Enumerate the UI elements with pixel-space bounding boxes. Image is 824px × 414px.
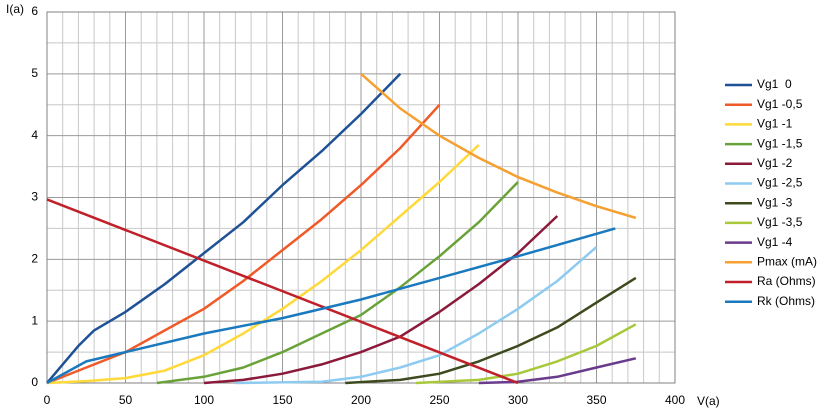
y-tick-label: 5 — [31, 66, 38, 80]
data-line — [345, 276, 637, 385]
x-tick-label: 300 — [508, 393, 528, 407]
data-line — [46, 227, 616, 385]
data-line — [156, 181, 519, 385]
y-tick-label: 2 — [31, 252, 38, 266]
legend-label: Vg1 -0,5 — [757, 97, 803, 111]
legend-label: Vg1 -1 — [757, 117, 793, 131]
legend-label: Pmax (mA) — [757, 254, 817, 268]
x-tick-label: 50 — [119, 393, 133, 407]
data-line — [46, 103, 441, 385]
x-tick-label: 350 — [586, 393, 606, 407]
legend-label: Vg1 -2 — [757, 156, 793, 170]
y-tick-label: 4 — [31, 128, 38, 142]
data-line — [478, 357, 637, 385]
x-tick-label: 150 — [272, 393, 292, 407]
data-line — [46, 198, 519, 385]
data-line — [46, 72, 402, 384]
y-tick-label: 0 — [31, 375, 38, 389]
legend-label: Vg1 -3,5 — [757, 215, 803, 229]
y-tick-label: 6 — [31, 4, 38, 18]
data-line — [235, 246, 598, 385]
x-tick-label: 100 — [194, 393, 214, 407]
y-axis-label: I(a) — [6, 2, 24, 16]
data-line — [360, 72, 637, 220]
data-line — [415, 323, 637, 385]
x-tick-label: 400 — [665, 393, 685, 407]
y-tick-label: 3 — [31, 190, 38, 204]
x-axis-label: V(a) — [697, 394, 720, 408]
legend-label: Vg1 -4 — [757, 235, 793, 249]
data-line — [203, 215, 559, 385]
legend-label: Vg1 -2,5 — [757, 176, 803, 190]
y-tick-label: 1 — [31, 313, 38, 327]
x-tick-label: 250 — [429, 393, 449, 407]
legend-label: Vg1 -3 — [757, 195, 793, 209]
legend-label: Ra (Ohms) — [757, 274, 816, 288]
legend-label: Vg1 0 — [757, 77, 792, 91]
x-tick-label: 200 — [351, 393, 371, 407]
x-tick-label: 0 — [44, 393, 51, 407]
legend-label: Vg1 -1,5 — [757, 136, 803, 150]
legend-label: Rk (Ohms) — [757, 294, 815, 308]
